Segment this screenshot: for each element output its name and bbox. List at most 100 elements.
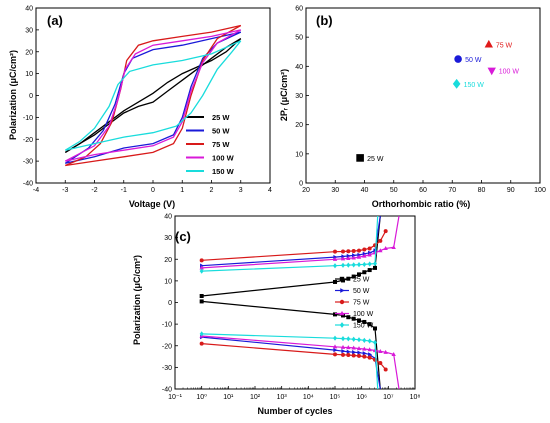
panel-c-marker xyxy=(378,361,383,366)
panel-b-point-label: 75 W xyxy=(496,42,513,49)
panel-b-label: (b) xyxy=(316,13,333,28)
panel-c-marker xyxy=(346,345,351,350)
panel-c-marker xyxy=(367,252,372,257)
panel-c-xtick-label: 10⁷ xyxy=(383,394,394,401)
panel-c-marker xyxy=(357,350,362,355)
panel-c-marker xyxy=(351,262,356,268)
panel-b-ytick-label: 10 xyxy=(295,151,303,158)
panel-c-ytick-label: 0 xyxy=(168,300,172,307)
panel-c-marker xyxy=(367,246,372,251)
panel-b-point-label: 25 W xyxy=(367,156,384,163)
panel-a-xtick-label: 2 xyxy=(210,187,214,194)
panel-c-marker xyxy=(340,256,346,261)
panel-c-line-positive xyxy=(201,215,381,267)
panel-c-marker xyxy=(362,261,367,268)
panel-c-marker xyxy=(333,279,337,284)
panel-b-xtick-label: 90 xyxy=(507,187,515,194)
panel-c-legend-label: 50 W xyxy=(353,288,370,295)
panel-b-xtick-label: 20 xyxy=(302,187,310,194)
panel-c-xtick-label: 10⁶ xyxy=(356,394,367,401)
panel-b-point xyxy=(487,67,496,76)
panel-c-xtick-label: 10² xyxy=(250,394,261,401)
panel-c-marker xyxy=(199,265,204,270)
panel-c-marker xyxy=(378,238,383,243)
panel-c-marker xyxy=(373,339,377,346)
panel-c-marker xyxy=(357,262,361,268)
panel-a-ytick-label: 30 xyxy=(25,27,33,34)
panel-c-xtick-label: 10⁰ xyxy=(196,393,207,401)
panel-c-marker xyxy=(373,326,377,331)
panel-c-marker xyxy=(332,344,338,349)
panel-c-marker xyxy=(346,262,351,268)
panel-a-xtick-label: -3 xyxy=(62,187,68,194)
panel-a-loop-upper-3 xyxy=(65,29,242,162)
panel-c-marker xyxy=(362,351,367,356)
panel-a-loop-lower-3 xyxy=(64,29,241,162)
panel-a-loop-upper-4 xyxy=(65,40,242,151)
panel-c-marker xyxy=(356,254,362,259)
panel-c-marker xyxy=(333,312,337,317)
panel-c-marker xyxy=(199,341,204,346)
panel-c-marker xyxy=(346,315,351,320)
panel-c-ytick-label: 30 xyxy=(164,235,172,242)
panel-c-marker xyxy=(333,263,337,269)
panel-c-marker xyxy=(391,244,396,249)
panel-c-marker xyxy=(357,318,361,323)
panel-a-ytick-label: -30 xyxy=(23,159,33,166)
panel-c-marker xyxy=(341,313,345,318)
panel-c-marker xyxy=(346,336,351,342)
panel-c-marker xyxy=(391,352,396,356)
panel-c-ytick-label: 10 xyxy=(164,278,172,285)
panel-c-legend-label: 75 W xyxy=(353,300,370,307)
panel-b-ytick-label: 0 xyxy=(299,181,303,188)
panel-c-marker xyxy=(383,349,388,354)
panel-c-marker xyxy=(333,335,337,341)
panel-a: (a) Voltage (V) Polarization (μC/cm²) -4… xyxy=(8,6,272,210)
panel-c-line-positive xyxy=(201,215,400,269)
panel-a-ytick-label: -20 xyxy=(23,137,33,144)
panel-c-line-positive xyxy=(201,215,381,297)
panel-c-line-negative xyxy=(201,335,400,390)
panel-c: (c) Number of cycles Polarization (μC/cm… xyxy=(132,214,420,417)
panel-c-marker xyxy=(357,353,361,358)
panel-c-marker xyxy=(346,255,351,260)
panel-b-ytick-label: 50 xyxy=(295,35,303,42)
panel-c-xlabel: Number of cycles xyxy=(257,406,332,416)
panel-c-ytick-label: -20 xyxy=(162,343,172,350)
panel-c-marker xyxy=(351,316,356,321)
panel-c-marker xyxy=(333,347,338,353)
panel-c-line-negative xyxy=(201,333,379,390)
panel-c-xtick-label: 10⁵ xyxy=(330,394,341,401)
panel-c-legend-label: 25 W xyxy=(353,277,370,284)
panel-c-marker xyxy=(378,248,383,253)
panel-c-marker xyxy=(362,354,367,359)
panel-c-line-positive xyxy=(201,215,379,272)
panel-c-marker xyxy=(199,331,204,337)
panel-c-marker xyxy=(341,348,346,354)
panel-c-marker xyxy=(351,345,356,350)
panel-c-marker xyxy=(383,246,388,251)
panel-c-marker xyxy=(367,268,372,273)
panel-b-xtick-label: 50 xyxy=(390,187,398,194)
panel-c-marker xyxy=(346,349,351,355)
panel-b-xtick-label: 40 xyxy=(361,187,369,194)
panel-c-marker xyxy=(346,249,351,254)
panel-c-legend-marker xyxy=(339,322,345,328)
panel-c-marker xyxy=(341,336,345,342)
panel-a-legend-label: 75 W xyxy=(212,140,230,149)
panel-c-marker xyxy=(352,253,357,258)
panel-a-loop-upper-2 xyxy=(65,24,242,167)
panel-c-xtick-label: 10¹ xyxy=(223,394,234,401)
panel-a-legend-label: 100 W xyxy=(212,154,235,163)
panel-c-ytick-label: -30 xyxy=(162,365,172,372)
panel-b-xtick-label: 70 xyxy=(448,187,456,194)
panel-c-marker xyxy=(351,249,356,254)
panel-c-xtick-label: 10⁴ xyxy=(303,394,314,401)
panel-a-label: (a) xyxy=(47,13,63,28)
panel-a-xlabel: Voltage (V) xyxy=(129,199,175,209)
panel-c-marker xyxy=(362,270,367,275)
panel-c-marker xyxy=(367,322,372,327)
panel-c-xtick-label: 10⁸ xyxy=(410,394,421,401)
panel-c-marker xyxy=(199,268,204,274)
panel-c-ytick-label: 20 xyxy=(164,257,172,264)
